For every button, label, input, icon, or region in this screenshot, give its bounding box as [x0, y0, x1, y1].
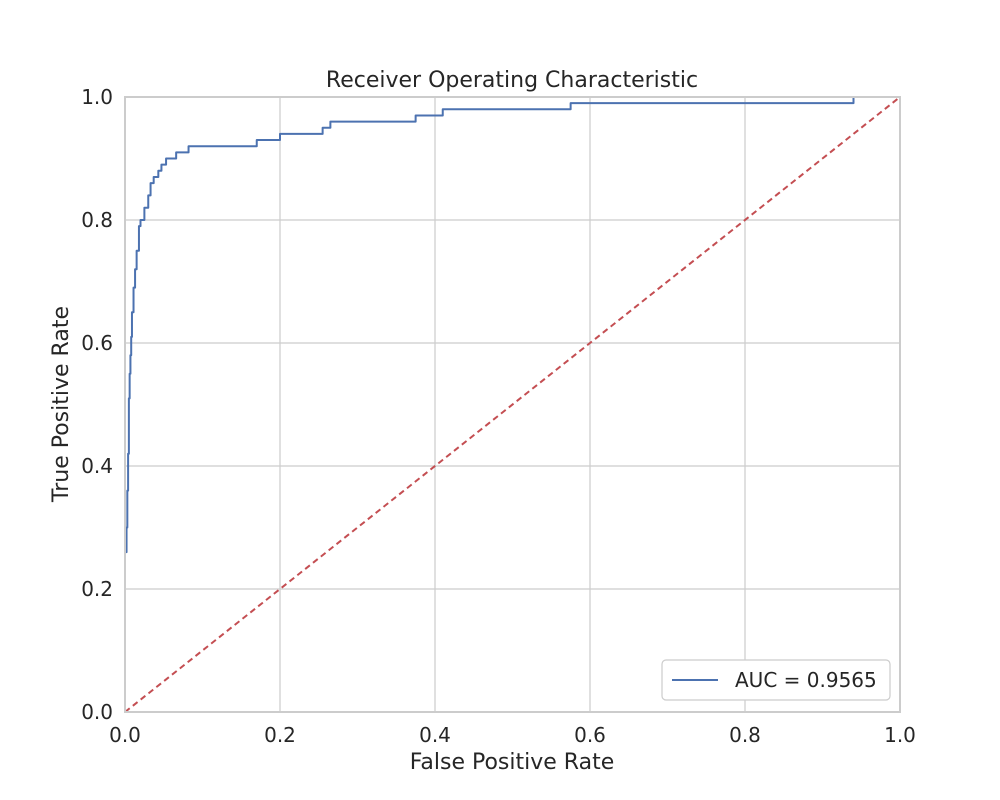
- x-tick-label: 0.4: [419, 723, 451, 747]
- x-tick-label: 1.0: [884, 723, 916, 747]
- y-tick-label: 0.2: [81, 577, 113, 601]
- x-tick-label: 0.6: [574, 723, 606, 747]
- chance-line: [124, 96, 901, 713]
- x-tick-label: 0.8: [729, 723, 761, 747]
- y-tick-label: 0.4: [81, 454, 113, 478]
- legend-box: [661, 659, 891, 701]
- y-tick-label: 0.0: [81, 700, 113, 724]
- y-tick-labels: 0.0 0.2 0.4 0.6 0.8 1.0: [81, 85, 113, 724]
- x-tick-label: 0.2: [264, 723, 296, 747]
- x-tick-labels: 0.0 0.2 0.4 0.6 0.8 1.0: [109, 723, 916, 747]
- chart-title: Receiver Operating Characteristic: [326, 68, 698, 93]
- series-layer: [124, 96, 901, 713]
- y-tick-label: 0.8: [81, 208, 113, 232]
- grid: [124, 96, 901, 713]
- x-axis-label: False Positive Rate: [410, 750, 614, 775]
- y-tick-label: 1.0: [81, 85, 113, 109]
- legend: AUC = 0.9565: [661, 659, 891, 701]
- plot-frame: [124, 96, 901, 713]
- x-tick-label: 0.0: [109, 723, 141, 747]
- y-axis-label: True Positive Rate: [49, 306, 74, 503]
- y-tick-label: 0.6: [81, 331, 113, 355]
- legend-label: AUC = 0.9565: [735, 668, 877, 692]
- roc-curve: [124, 96, 900, 712]
